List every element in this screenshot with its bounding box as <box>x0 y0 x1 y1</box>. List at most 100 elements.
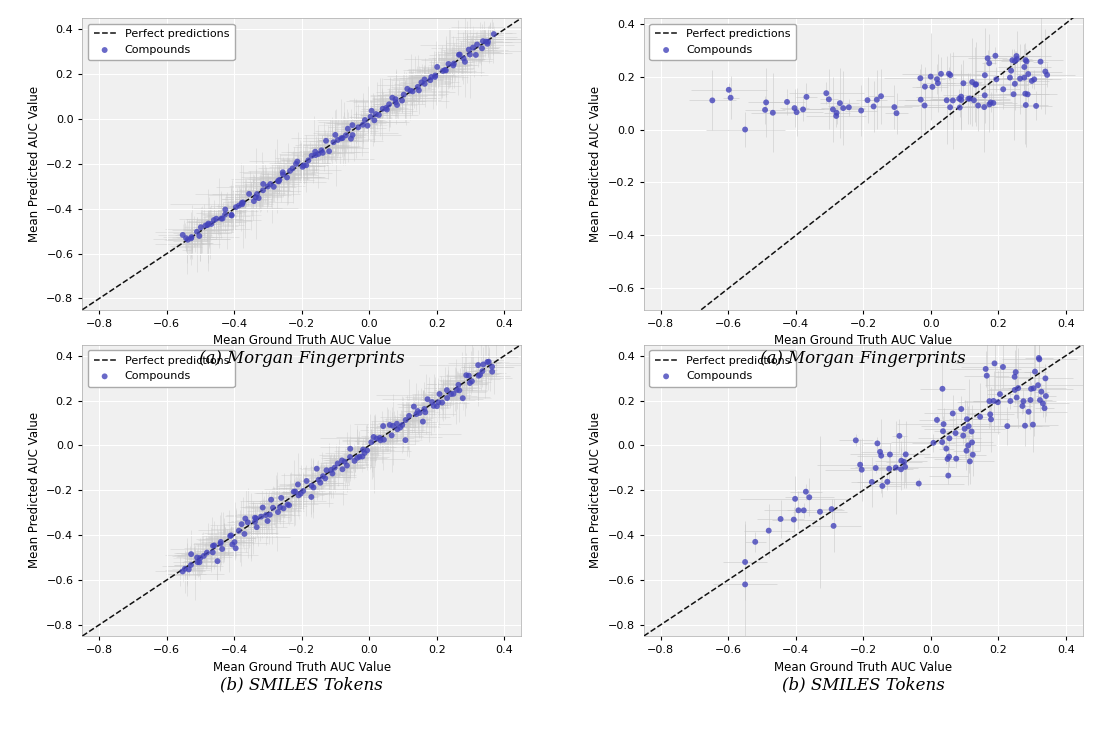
Compounds <box>448 384 466 395</box>
Compounds <box>965 94 983 106</box>
Compounds <box>951 102 968 113</box>
Compounds <box>964 76 981 88</box>
Compounds <box>397 434 414 446</box>
Compounds <box>969 99 987 111</box>
Compounds <box>736 124 754 135</box>
Compounds <box>412 77 430 88</box>
Compounds <box>307 146 324 158</box>
Compounds <box>963 425 980 437</box>
Compounds <box>176 563 193 575</box>
Compounds <box>1017 99 1034 111</box>
Compounds <box>467 49 485 61</box>
Compounds <box>915 99 933 111</box>
Compounds <box>378 104 396 115</box>
Compounds <box>863 476 880 488</box>
Compounds <box>937 443 955 455</box>
Compounds <box>912 94 930 105</box>
Y-axis label: Mean Predicted AUC Value: Mean Predicted AUC Value <box>27 86 41 242</box>
Compounds <box>275 502 292 514</box>
Compounds <box>1011 73 1029 85</box>
Compounds <box>324 137 342 148</box>
Compounds <box>212 536 230 548</box>
Compounds <box>474 42 491 54</box>
Compounds <box>279 499 297 510</box>
Compounds <box>986 357 1003 369</box>
Compounds <box>174 229 191 240</box>
Compounds <box>217 209 234 221</box>
Compounds <box>967 79 985 91</box>
Compounds <box>208 213 225 224</box>
Compounds <box>191 552 209 564</box>
Compounds <box>326 462 344 474</box>
Compounds <box>440 58 457 69</box>
Compounds <box>423 71 441 83</box>
Compounds <box>401 85 419 96</box>
Compounds <box>1025 382 1043 394</box>
Compounds <box>318 135 335 147</box>
Compounds <box>414 416 432 428</box>
Compounds <box>395 88 412 100</box>
Compounds <box>182 231 200 243</box>
Compounds <box>995 83 1012 95</box>
Compounds <box>874 480 891 492</box>
Compounds <box>944 408 962 420</box>
Compounds <box>1006 78 1023 90</box>
Compounds <box>1033 386 1051 398</box>
Compounds <box>226 542 244 554</box>
Compounds <box>478 356 496 368</box>
Compounds <box>980 57 998 69</box>
Compounds <box>1025 74 1043 86</box>
Compounds <box>962 455 979 467</box>
Compounds <box>934 425 952 437</box>
Compounds <box>989 396 1007 408</box>
Compounds <box>380 99 398 110</box>
Compounds <box>890 430 908 442</box>
Compounds <box>264 502 281 514</box>
Compounds <box>1015 61 1033 73</box>
Compounds <box>368 433 386 444</box>
Compounds <box>298 475 315 487</box>
Compounds <box>756 104 774 115</box>
Compounds <box>314 147 332 159</box>
Compounds <box>230 525 247 537</box>
Compounds <box>1023 75 1041 87</box>
Compounds <box>853 105 870 116</box>
Compounds <box>935 418 953 430</box>
Compounds <box>1001 72 1019 83</box>
Compounds <box>764 107 781 118</box>
Compounds <box>746 536 764 548</box>
Compounds <box>254 184 271 196</box>
Compounds <box>281 165 299 177</box>
Compounds <box>409 405 426 417</box>
Compounds <box>340 123 357 135</box>
Compounds <box>892 463 910 475</box>
Compounds <box>257 510 275 521</box>
Compounds <box>314 470 332 482</box>
Compounds <box>265 181 282 193</box>
Compounds <box>371 434 389 446</box>
Compounds <box>956 423 974 435</box>
Compounds <box>363 436 380 448</box>
Compounds <box>289 479 307 491</box>
Compounds <box>828 110 845 122</box>
Compounds <box>433 397 451 409</box>
Compounds <box>892 455 910 466</box>
Compounds <box>460 44 478 56</box>
Compounds <box>317 472 334 484</box>
Compounds <box>873 450 890 461</box>
Compounds <box>388 418 406 430</box>
Compounds <box>307 149 324 161</box>
Compounds <box>293 161 311 173</box>
Compounds <box>828 107 845 118</box>
Compounds <box>977 363 995 375</box>
Compounds <box>1034 398 1052 409</box>
Compounds <box>227 201 245 213</box>
Compounds <box>195 550 212 561</box>
Compounds <box>393 419 411 431</box>
Compounds <box>356 114 374 126</box>
Compounds <box>436 64 454 76</box>
Compounds <box>1036 66 1054 77</box>
Compounds <box>1022 394 1040 406</box>
Compounds <box>199 219 217 231</box>
Legend: Perfect predictions, Compounds: Perfect predictions, Compounds <box>650 350 796 387</box>
